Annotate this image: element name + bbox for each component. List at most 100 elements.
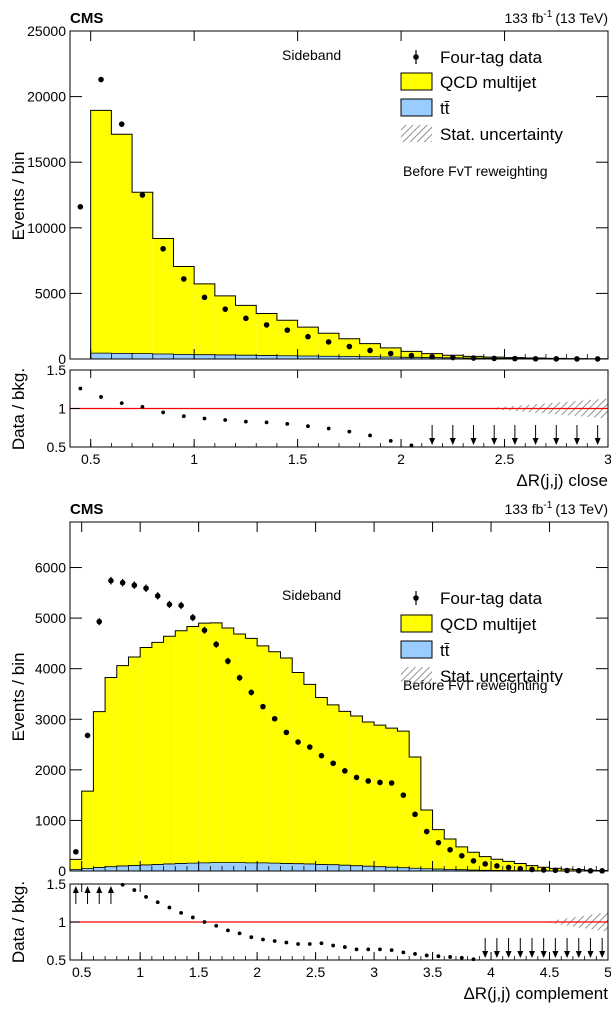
ratio-point xyxy=(140,405,145,409)
legend-label-uncertainty: Stat. uncertainty xyxy=(440,667,563,686)
x-tick-label: 4.5 xyxy=(540,964,560,980)
ratio-point xyxy=(261,937,265,942)
ttbar-bar xyxy=(467,869,480,871)
data-point xyxy=(408,352,415,359)
ratio-point xyxy=(342,945,347,949)
ratio-arrow-down-head xyxy=(511,438,518,445)
data-point xyxy=(306,744,313,750)
ttbar-bar xyxy=(81,868,94,871)
qcd-bar xyxy=(455,846,468,871)
luminosity-label: 133 fb-1 (13 TeV) xyxy=(504,9,608,26)
data-point xyxy=(263,322,270,328)
ratio-point xyxy=(179,910,184,915)
data-point xyxy=(435,839,442,846)
ratio-point xyxy=(249,935,254,940)
qcd-bar xyxy=(276,320,298,359)
ratio-point xyxy=(167,905,172,910)
ttbar-bar xyxy=(339,865,351,871)
qcd-bar xyxy=(214,295,236,359)
qcd-outline xyxy=(69,622,609,871)
ratio-point xyxy=(409,443,414,448)
qcd-bar xyxy=(327,704,339,871)
ratio-y-tick-label: 1 xyxy=(58,914,66,930)
yellow-box-icon xyxy=(400,614,433,633)
ttbar-bar xyxy=(186,863,199,871)
ratio-y-tick-label: 0.5 xyxy=(47,439,67,455)
ratio-y-tick-label: 1.5 xyxy=(47,876,67,892)
ttbar-bar xyxy=(245,862,258,871)
experiment-label: CMS xyxy=(70,501,103,518)
qcd-bar xyxy=(70,859,82,871)
x-tick-label: 5 xyxy=(604,964,611,980)
qcd-bar xyxy=(132,192,153,359)
ttbar-bar xyxy=(359,356,381,359)
qcd-bar xyxy=(163,636,176,871)
ratio-arrow-down-head xyxy=(482,951,489,958)
ttbar-bar xyxy=(235,355,257,359)
ratio-arrow-down-head xyxy=(564,951,571,958)
ratio-point xyxy=(307,942,312,946)
ratio-point xyxy=(155,900,160,905)
data-point xyxy=(447,846,453,853)
ratio-point xyxy=(319,941,324,946)
data-point xyxy=(143,585,149,592)
legend-label-ttbar: tt̄ xyxy=(440,99,450,118)
ttbar-bar xyxy=(374,866,386,871)
data-point xyxy=(494,863,500,869)
qcd-bar xyxy=(128,657,141,871)
ratio-point xyxy=(401,950,406,955)
qcd-bar xyxy=(315,697,328,871)
data-point xyxy=(160,245,166,252)
ratio-point xyxy=(389,948,394,953)
ratio-y-tick-label: 1 xyxy=(58,401,66,417)
qcd-bar xyxy=(297,327,319,359)
qcd-bar xyxy=(444,839,456,871)
data-point xyxy=(73,848,79,855)
ratio-arrow-up-head xyxy=(96,886,103,893)
qcd-bar xyxy=(280,658,293,871)
ratio-axis-title: Data / bkg. xyxy=(9,881,28,963)
ttbar-bar xyxy=(397,867,410,871)
data-point xyxy=(429,353,435,360)
ratio-point xyxy=(366,947,371,952)
legend-item-data: Four-tag data xyxy=(413,589,543,608)
data-marker-icon xyxy=(413,50,419,64)
qcd-bar xyxy=(245,638,258,871)
ratio-point xyxy=(119,401,124,406)
ttbar-bar xyxy=(318,356,339,359)
ratio-point xyxy=(388,438,393,443)
ttbar-bar xyxy=(256,355,277,359)
qcd-bar xyxy=(210,622,223,871)
ttbar-bar xyxy=(380,357,402,359)
qcd-bar xyxy=(303,684,316,871)
data-point xyxy=(108,577,114,584)
ttbar-bar xyxy=(93,867,106,871)
panel-2: CMS 133 fb-1 (13 TeV) 0100020003000400050… xyxy=(9,500,611,1003)
data-point xyxy=(305,333,311,340)
ratio-arrow-down-head xyxy=(505,951,512,958)
ratio-point xyxy=(471,957,476,962)
ratio-arrow-down-head xyxy=(540,951,547,958)
data-point xyxy=(564,867,570,874)
legend-item-ttbar: tt̄ xyxy=(400,640,450,660)
y-axis-title: Events / bin xyxy=(9,152,28,241)
y-tick-label: 25000 xyxy=(27,23,66,39)
ratio-arrow-down-head xyxy=(429,438,436,445)
ttbar-bar xyxy=(276,355,298,359)
data-point xyxy=(388,780,395,786)
data-point xyxy=(365,778,372,784)
qcd-bar xyxy=(257,645,269,871)
data-point xyxy=(77,204,84,210)
reweighting-note: Before FvT reweighting xyxy=(403,677,547,693)
ttbar-bar xyxy=(210,862,223,871)
ratio-point xyxy=(132,888,137,892)
data-point xyxy=(178,602,184,609)
data-point xyxy=(248,689,255,696)
data-point xyxy=(243,315,249,322)
qcd-bar xyxy=(198,623,211,871)
qcd-bar xyxy=(151,642,164,871)
ttbar-bar xyxy=(297,355,319,359)
data-point xyxy=(450,354,456,361)
ratio-arrow-down-head xyxy=(553,438,560,445)
legend-item-ttbar: tt̄ xyxy=(400,98,450,118)
